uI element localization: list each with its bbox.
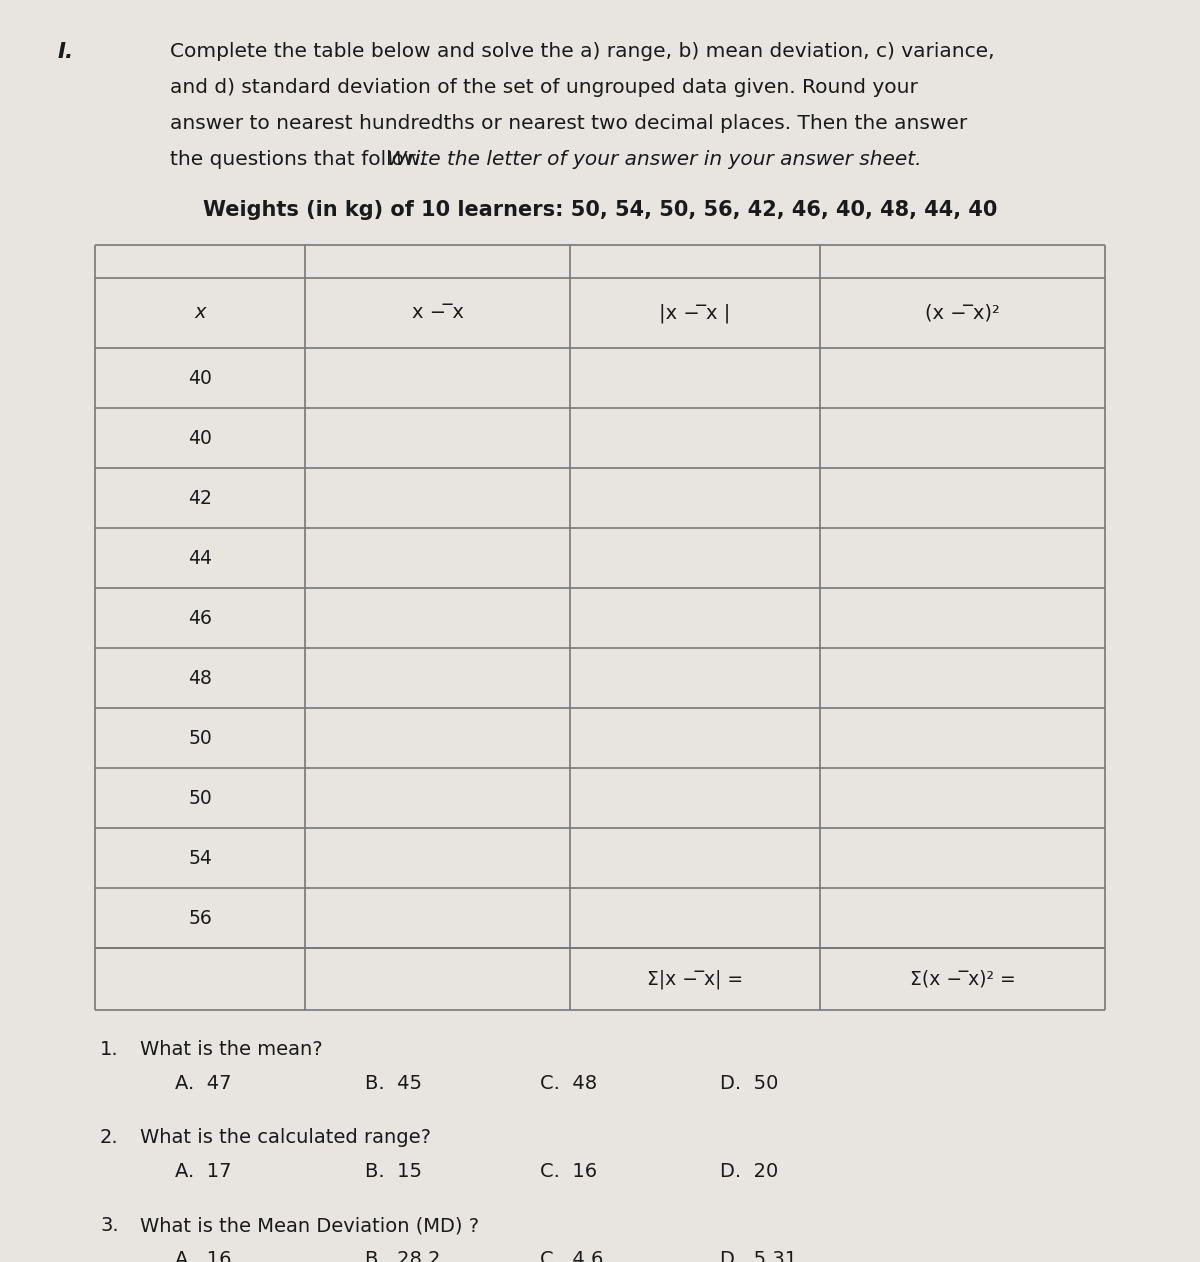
- Text: D.  20: D. 20: [720, 1162, 779, 1181]
- Text: 54: 54: [188, 848, 212, 867]
- Text: answer to nearest hundredths or nearest two decimal places. Then the answer: answer to nearest hundredths or nearest …: [170, 114, 967, 133]
- Text: Σ|x − ̅x| =: Σ|x − ̅x| =: [647, 969, 743, 988]
- Text: I.: I.: [58, 42, 74, 62]
- Text: What is the calculated range?: What is the calculated range?: [140, 1128, 431, 1147]
- Text: 56: 56: [188, 909, 212, 928]
- Text: 44: 44: [188, 549, 212, 568]
- Text: x: x: [194, 303, 205, 323]
- Text: (x − ̅x)²: (x − ̅x)²: [925, 303, 1000, 323]
- Text: Write the letter of your answer in your answer sheet.: Write the letter of your answer in your …: [388, 150, 922, 169]
- Text: A.  16: A. 16: [175, 1249, 232, 1262]
- Text: 50: 50: [188, 789, 212, 808]
- Text: |x − ̅x |: |x − ̅x |: [659, 303, 731, 323]
- Text: 42: 42: [188, 488, 212, 507]
- Text: Complete the table below and solve the a) range, b) mean deviation, c) variance,: Complete the table below and solve the a…: [170, 42, 995, 61]
- Text: 46: 46: [188, 608, 212, 627]
- Text: 48: 48: [188, 669, 212, 688]
- Text: and d) standard deviation of the set of ungrouped data given. Round your: and d) standard deviation of the set of …: [170, 78, 918, 97]
- Text: D.  5.31: D. 5.31: [720, 1249, 797, 1262]
- Text: B.  28.2: B. 28.2: [365, 1249, 440, 1262]
- Text: x − ̅x: x − ̅x: [412, 303, 463, 323]
- Text: C.  48: C. 48: [540, 1074, 598, 1093]
- Text: C.  4.6: C. 4.6: [540, 1249, 604, 1262]
- Text: A.  17: A. 17: [175, 1162, 232, 1181]
- Text: B.  45: B. 45: [365, 1074, 422, 1093]
- Text: the questions that follow.: the questions that follow.: [170, 150, 431, 169]
- Text: What is the mean?: What is the mean?: [140, 1040, 323, 1059]
- Text: A.  47: A. 47: [175, 1074, 232, 1093]
- Text: 1.: 1.: [100, 1040, 119, 1059]
- Text: What is the Mean Deviation (MD) ?: What is the Mean Deviation (MD) ?: [140, 1217, 479, 1235]
- Text: B.  15: B. 15: [365, 1162, 422, 1181]
- Text: 2.: 2.: [100, 1128, 119, 1147]
- Text: Σ(x − ̅x)² =: Σ(x − ̅x)² =: [910, 969, 1015, 988]
- Text: 50: 50: [188, 728, 212, 747]
- Text: 3.: 3.: [100, 1217, 119, 1235]
- Text: C.  16: C. 16: [540, 1162, 598, 1181]
- Text: D.  50: D. 50: [720, 1074, 779, 1093]
- Text: 40: 40: [188, 429, 212, 448]
- Text: Weights (in kg) of 10 learners: 50, 54, 50, 56, 42, 46, 40, 48, 44, 40: Weights (in kg) of 10 learners: 50, 54, …: [203, 199, 997, 220]
- Text: 40: 40: [188, 369, 212, 387]
